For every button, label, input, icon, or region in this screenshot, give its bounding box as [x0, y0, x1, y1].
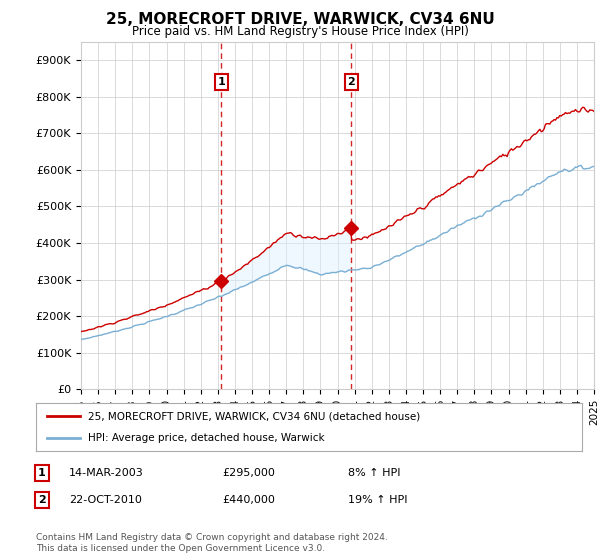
Text: 2: 2 [347, 77, 355, 87]
Text: 19% ↑ HPI: 19% ↑ HPI [348, 495, 407, 505]
Text: 2: 2 [38, 495, 46, 505]
Text: Contains HM Land Registry data © Crown copyright and database right 2024.
This d: Contains HM Land Registry data © Crown c… [36, 533, 388, 553]
Text: Price paid vs. HM Land Registry's House Price Index (HPI): Price paid vs. HM Land Registry's House … [131, 25, 469, 38]
Text: £295,000: £295,000 [222, 468, 275, 478]
Text: HPI: Average price, detached house, Warwick: HPI: Average price, detached house, Warw… [88, 433, 325, 443]
Text: £440,000: £440,000 [222, 495, 275, 505]
Text: 1: 1 [217, 77, 225, 87]
Text: 25, MORECROFT DRIVE, WARWICK, CV34 6NU (detached house): 25, MORECROFT DRIVE, WARWICK, CV34 6NU (… [88, 411, 420, 421]
Text: 22-OCT-2010: 22-OCT-2010 [69, 495, 142, 505]
Text: 8% ↑ HPI: 8% ↑ HPI [348, 468, 401, 478]
Text: 14-MAR-2003: 14-MAR-2003 [69, 468, 144, 478]
Text: 25, MORECROFT DRIVE, WARWICK, CV34 6NU: 25, MORECROFT DRIVE, WARWICK, CV34 6NU [106, 12, 494, 27]
Text: 1: 1 [38, 468, 46, 478]
